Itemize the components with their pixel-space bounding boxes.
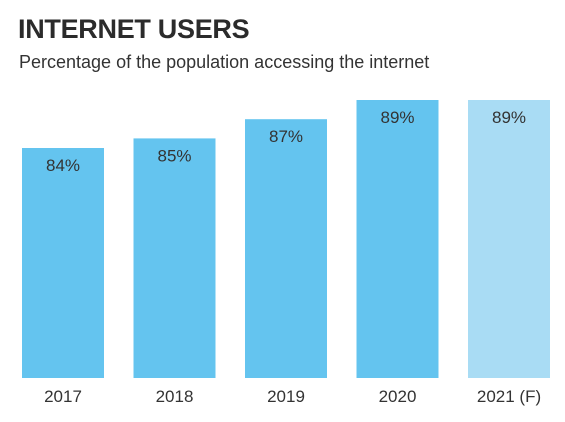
bar-2021-f	[468, 100, 550, 378]
x-tick-label: 2019	[267, 387, 305, 406]
data-label-2017: 84%	[46, 156, 80, 175]
data-label-2018: 85%	[157, 146, 191, 165]
bar-2020	[356, 100, 439, 378]
data-label-2021-f: 89%	[492, 108, 526, 127]
data-label-2019: 87%	[269, 127, 303, 146]
chart-subtitle: Percentage of the population accessing t…	[19, 52, 430, 72]
x-tick-label: 2020	[379, 387, 417, 406]
x-tick-label: 2018	[156, 387, 194, 406]
chart-title: INTERNET USERS	[18, 14, 250, 44]
x-tick-label: 2017	[44, 387, 82, 406]
data-label-2020: 89%	[380, 108, 414, 127]
bar-2019	[245, 119, 327, 378]
bar-2017	[22, 148, 104, 378]
x-tick-label: 2021 (F)	[477, 387, 541, 406]
bar-2018	[133, 138, 216, 378]
